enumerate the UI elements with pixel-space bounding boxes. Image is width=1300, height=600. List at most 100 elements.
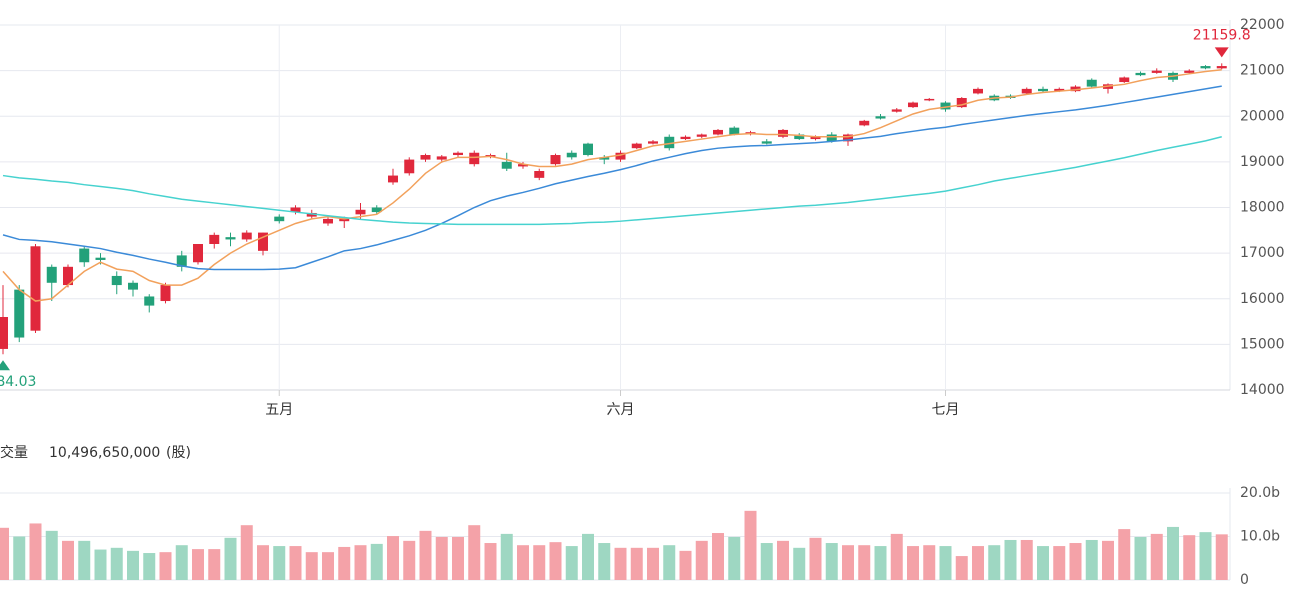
candle-body: [1086, 79, 1097, 87]
low-label: 14784.03: [0, 374, 36, 390]
high-marker: [1214, 47, 1229, 58]
moving-average-line: [2, 136, 1222, 226]
volume-bar: [695, 540, 708, 580]
candle-body: [160, 285, 171, 302]
volume-bar: [62, 540, 74, 580]
candle-body: [1054, 88, 1065, 92]
candle-body: [891, 109, 902, 112]
volume-bar: [370, 543, 383, 580]
y-tick-label: 18000: [1240, 200, 1285, 216]
volume-bar: [1069, 543, 1082, 580]
volume-bar: [712, 533, 724, 580]
volume-bar: [533, 545, 546, 580]
volume-bar: [403, 540, 416, 580]
volume-bar: [224, 537, 237, 580]
volume-bar: [1118, 529, 1131, 580]
volume-bar: [257, 545, 269, 580]
volume-bar: [338, 546, 351, 580]
candle-body: [436, 156, 447, 160]
volume-bar: [890, 533, 903, 580]
candle-body: [176, 255, 187, 267]
candle-body: [534, 171, 545, 178]
candle-body: [810, 136, 821, 140]
candle-body: [713, 129, 723, 135]
y-tick-label: 22000: [1240, 17, 1285, 33]
candle-body: [1038, 88, 1048, 92]
volume-bar: [825, 543, 838, 580]
x-tick-label: 七月: [932, 402, 960, 418]
candle-body: [859, 120, 870, 126]
candle-body: [209, 234, 220, 244]
y-tick-label: 14000: [1240, 382, 1285, 398]
candle-body: [128, 282, 138, 290]
candle-body: [599, 157, 610, 160]
volume-bar: [0, 527, 9, 580]
volume-bar: [549, 542, 562, 580]
volume-bar: [858, 545, 871, 580]
candle-body: [631, 143, 642, 149]
volume-bar: [175, 545, 188, 580]
volume-bar: [679, 550, 692, 580]
y-tick-label: 17000: [1240, 245, 1285, 261]
candle-body: [1135, 72, 1146, 76]
volume-bar: [630, 547, 643, 580]
candle-body: [258, 232, 268, 251]
candle-body: [306, 212, 317, 217]
candle-body: [388, 175, 398, 183]
volume-bar: [1102, 540, 1114, 580]
volume-bar: [500, 533, 513, 580]
volume-bar: [939, 546, 952, 580]
volume-bar: [809, 537, 822, 580]
candle-body: [1151, 70, 1162, 73]
candle-body: [274, 216, 285, 222]
candle-body: [648, 141, 658, 144]
candle-body: [908, 102, 918, 108]
y-tick-label: 10.0b: [1240, 529, 1280, 545]
volume-bar: [13, 536, 26, 580]
candle-body: [875, 116, 886, 119]
candle-body: [696, 134, 707, 137]
volume-bar: [728, 536, 741, 580]
y-tick-label: 20.0b: [1240, 485, 1280, 501]
volume-bar: [1150, 533, 1163, 580]
moving-average-line: [2, 85, 1222, 271]
moving-average-line: [2, 68, 1222, 302]
y-tick-label: 19000: [1240, 154, 1285, 170]
volume-bar: [1183, 535, 1196, 580]
candle-body: [404, 159, 415, 174]
volume-bar: [582, 533, 594, 580]
volume-unit: (股): [166, 445, 191, 461]
volume-bar: [972, 546, 984, 580]
volume-title: 成交量: [0, 444, 28, 461]
candle-body: [1119, 77, 1130, 83]
candle-body: [193, 244, 203, 263]
volume-bar: [452, 536, 464, 580]
candle-body: [615, 152, 626, 160]
candle-body: [30, 246, 41, 331]
candle-body: [843, 134, 853, 142]
volume-bar: [127, 550, 139, 580]
volume-bar: [744, 510, 757, 580]
volume-bar: [110, 547, 123, 580]
volume-bar: [1053, 546, 1066, 580]
volume-bar: [923, 545, 936, 580]
x-tick-label: 六月: [607, 402, 635, 418]
candle-body: [1216, 66, 1227, 69]
candle-body: [761, 141, 772, 144]
candle-body: [46, 266, 57, 283]
candle-body: [501, 161, 512, 169]
y-tick-label: 15000: [1240, 336, 1285, 352]
volume-bar: [468, 525, 481, 580]
volume-bar: [354, 545, 367, 580]
volume-bar: [793, 547, 806, 580]
candle-body: [355, 209, 366, 215]
y-tick-label: 20000: [1240, 108, 1285, 124]
volume-bar: [598, 543, 611, 580]
candle-body: [290, 207, 301, 213]
volume-bar: [1004, 539, 1017, 580]
y-tick-label: 21000: [1240, 63, 1285, 79]
candle-body: [566, 152, 577, 158]
candle-body: [63, 266, 73, 286]
candle-body: [371, 207, 382, 213]
volume-bar: [435, 536, 448, 580]
